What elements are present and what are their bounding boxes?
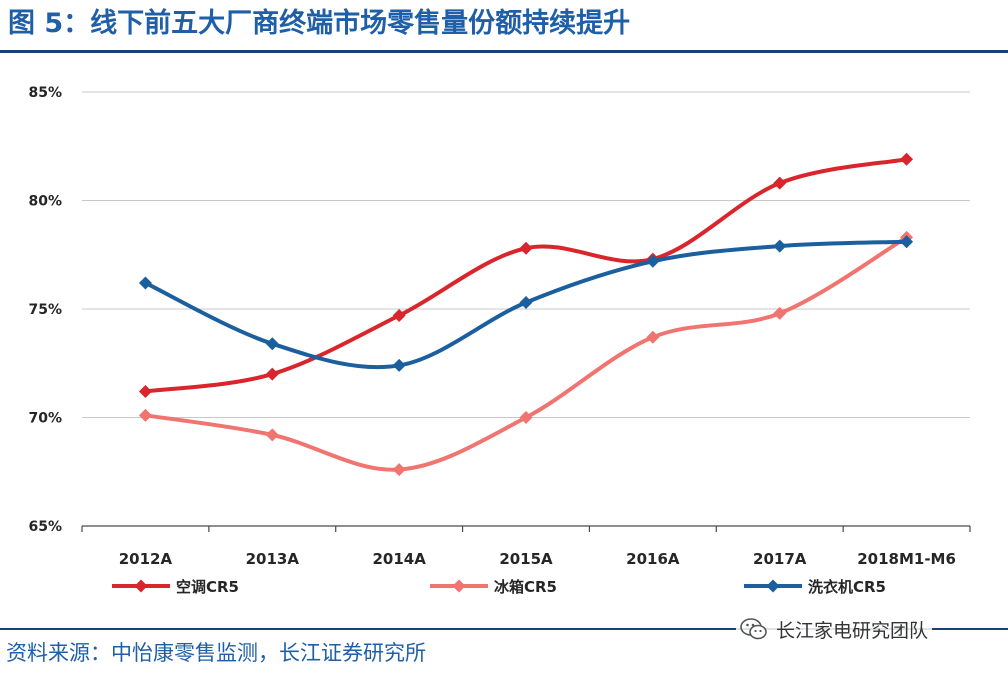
series-lines [138, 152, 914, 477]
legend-label: 空调CR5 [176, 578, 239, 596]
data-point [900, 152, 914, 166]
y-tick-label: 80% [28, 194, 62, 210]
figure-title: 图 5：线下前五大厂商终端市场零售量份额持续提升 [8, 8, 631, 39]
data-point [138, 384, 152, 398]
data-point [773, 306, 787, 320]
y-tick-label: 70% [28, 411, 62, 427]
data-point [265, 337, 279, 351]
data-point [392, 309, 406, 323]
data-point [646, 254, 660, 268]
data-point [519, 411, 533, 424]
data-point [392, 463, 406, 477]
line-chart: 65% 70% 75% 80% 85% 2012A 2013A 2014A 2015A 2016A… [28, 85, 971, 596]
data-point [773, 239, 787, 253]
watermark-text: 长江家电研究团队 [776, 619, 929, 642]
x-tick-label: 2018M1-M6 [857, 550, 956, 568]
data-point [519, 295, 533, 309]
series-line [143, 157, 909, 394]
source-note: 资料来源：中怡康零售监测，长江证券研究所 [6, 641, 426, 665]
data-point [519, 241, 533, 255]
data-point [900, 235, 914, 249]
data-point [138, 408, 152, 422]
data-point [138, 276, 152, 290]
wechat-icon [740, 618, 767, 640]
x-tick-label: 2012A [119, 550, 173, 568]
y-tick-label: 65% [28, 519, 62, 535]
title-divider [0, 50, 1008, 53]
data-point [265, 367, 279, 381]
y-tick-label: 85% [28, 85, 62, 101]
tick-labels: 65% 70% 75% 80% 85% 2012A 2013A 2014A 2015A 2016A… [28, 85, 955, 568]
data-point [773, 176, 787, 190]
data-point [392, 358, 406, 372]
footer-divider [0, 628, 1008, 630]
legend-marker [452, 579, 466, 593]
data-point [265, 428, 279, 442]
watermark: 长江家电研究团队 [736, 614, 933, 644]
x-tick-label: 2015A [499, 550, 553, 568]
y-tick-label: 75% [28, 302, 62, 318]
x-tick-label: 2013A [246, 550, 300, 568]
x-axis [81, 525, 971, 532]
legend-label: 洗衣机CR5 [808, 578, 886, 596]
gridlines [82, 91, 970, 418]
legend-marker [134, 579, 148, 593]
x-tick-label: 2014A [372, 550, 426, 568]
x-tick-label: 2016A [626, 550, 680, 568]
x-tick-label: 2017A [753, 550, 807, 568]
legend-label: 冰箱CR5 [494, 578, 557, 596]
data-point [646, 330, 660, 344]
legend-marker [766, 579, 780, 593]
series-line [143, 235, 909, 472]
legend: 空调CR5 冰箱CR5 洗衣机CR5 [112, 578, 886, 596]
